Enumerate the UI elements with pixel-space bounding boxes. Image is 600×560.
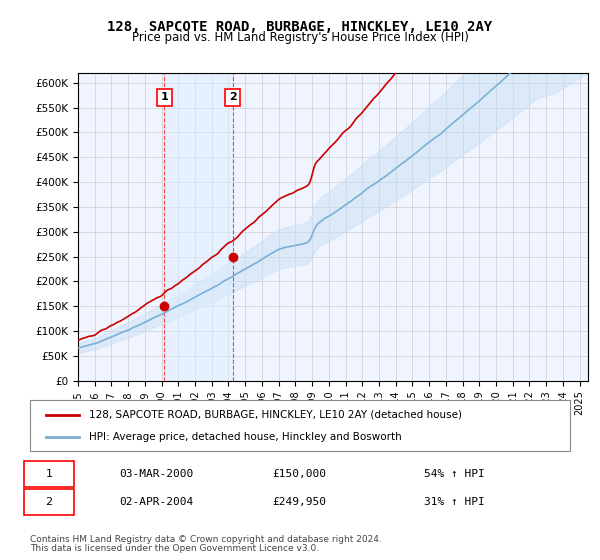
Text: This data is licensed under the Open Government Licence v3.0.: This data is licensed under the Open Gov… <box>30 544 319 553</box>
Text: £150,000: £150,000 <box>272 469 326 479</box>
Text: 128, SAPCOTE ROAD, BURBAGE, HINCKLEY, LE10 2AY (detached house): 128, SAPCOTE ROAD, BURBAGE, HINCKLEY, LE… <box>89 409 463 419</box>
Text: 2: 2 <box>46 497 53 507</box>
Text: 31% ↑ HPI: 31% ↑ HPI <box>424 497 485 507</box>
Text: HPI: Average price, detached house, Hinckley and Bosworth: HPI: Average price, detached house, Hinc… <box>89 432 402 442</box>
Text: 03-MAR-2000: 03-MAR-2000 <box>119 469 194 479</box>
Text: 2: 2 <box>229 92 236 102</box>
Text: Contains HM Land Registry data © Crown copyright and database right 2024.: Contains HM Land Registry data © Crown c… <box>30 535 382 544</box>
Text: 02-APR-2004: 02-APR-2004 <box>119 497 194 507</box>
Text: 1: 1 <box>161 92 169 102</box>
FancyBboxPatch shape <box>30 400 570 451</box>
Text: 54% ↑ HPI: 54% ↑ HPI <box>424 469 485 479</box>
FancyBboxPatch shape <box>23 489 74 515</box>
Text: 128, SAPCOTE ROAD, BURBAGE, HINCKLEY, LE10 2AY: 128, SAPCOTE ROAD, BURBAGE, HINCKLEY, LE… <box>107 20 493 34</box>
Text: Price paid vs. HM Land Registry's House Price Index (HPI): Price paid vs. HM Land Registry's House … <box>131 31 469 44</box>
FancyBboxPatch shape <box>23 461 74 487</box>
Text: £249,950: £249,950 <box>272 497 326 507</box>
Bar <box>164 73 233 381</box>
Text: 1: 1 <box>46 469 53 479</box>
